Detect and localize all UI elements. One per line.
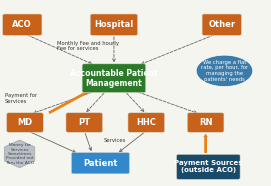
FancyBboxPatch shape xyxy=(176,154,240,179)
Text: Services: Services xyxy=(103,138,125,143)
FancyBboxPatch shape xyxy=(71,153,130,174)
Text: We charge a flat
rate, per hour, for
managing the
patients' needs: We charge a flat rate, per hour, for man… xyxy=(201,60,248,82)
Text: Payment Sources
(outside ACO): Payment Sources (outside ACO) xyxy=(174,160,243,173)
Text: Accountable Patient
Management: Accountable Patient Management xyxy=(70,68,158,88)
FancyBboxPatch shape xyxy=(7,113,43,132)
Text: HHC: HHC xyxy=(136,118,156,127)
Text: RN: RN xyxy=(199,118,212,127)
Text: Other: Other xyxy=(208,20,235,29)
FancyBboxPatch shape xyxy=(66,113,103,132)
Text: PT: PT xyxy=(78,118,90,127)
Text: Hospital: Hospital xyxy=(94,20,134,29)
Polygon shape xyxy=(4,140,35,168)
Text: ACO: ACO xyxy=(12,20,32,29)
FancyBboxPatch shape xyxy=(187,113,224,132)
FancyBboxPatch shape xyxy=(90,14,138,35)
Text: Payment for
Services: Payment for Services xyxy=(5,93,37,104)
FancyBboxPatch shape xyxy=(128,113,164,132)
Text: MD: MD xyxy=(17,118,33,127)
FancyBboxPatch shape xyxy=(202,14,241,35)
Text: Monthly Fee and hourly
Fee for services: Monthly Fee and hourly Fee for services xyxy=(57,41,119,51)
FancyBboxPatch shape xyxy=(82,64,146,93)
Ellipse shape xyxy=(196,55,253,86)
Text: Patient: Patient xyxy=(83,159,118,168)
Text: Money for
Services
Sometimes
Provided not
Thru the ACO: Money for Services Sometimes Provided no… xyxy=(5,143,34,165)
FancyBboxPatch shape xyxy=(3,14,42,35)
